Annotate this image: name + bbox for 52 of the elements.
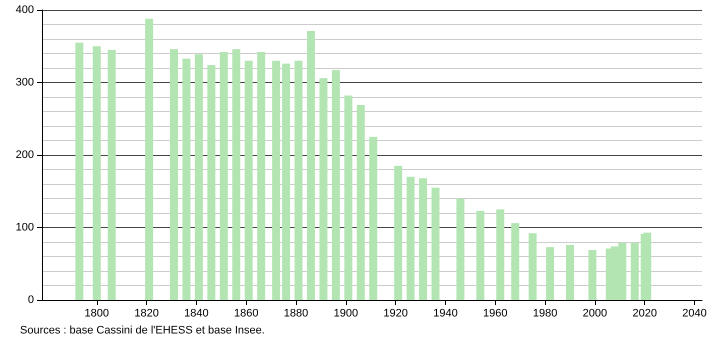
- bar: [456, 198, 464, 300]
- y-tick-label: 400: [16, 4, 34, 16]
- bar: [406, 176, 415, 300]
- x-tick-label: 1860: [234, 308, 258, 320]
- bar: [272, 60, 280, 300]
- bar: [546, 247, 554, 300]
- x-tick-label: 1980: [532, 308, 558, 320]
- bar: [194, 54, 203, 300]
- x-tick-label: 1880: [284, 308, 308, 320]
- x-tick-label: 1960: [483, 308, 508, 320]
- x-tick-label: 1820: [134, 308, 159, 320]
- bar: [170, 49, 178, 300]
- bar: [394, 166, 402, 300]
- x-tick-label: 1800: [84, 308, 110, 320]
- bar: [588, 250, 596, 300]
- bar: [182, 58, 190, 300]
- y-tick-label: 100: [16, 222, 34, 234]
- x-tick-label: 1900: [334, 308, 358, 320]
- y-tick-label: 300: [16, 76, 34, 88]
- bar: [528, 233, 537, 300]
- bar: [476, 210, 484, 300]
- bar: [344, 96, 352, 300]
- bar: [319, 78, 328, 300]
- bar: [207, 65, 216, 300]
- x-tick-label: 1840: [184, 308, 209, 320]
- bar: [108, 50, 116, 300]
- x-tick-label: 2040: [682, 308, 707, 320]
- x-tick-label: 1920: [383, 308, 408, 320]
- bar: [432, 188, 440, 300]
- bar: [257, 52, 266, 300]
- bar: [566, 244, 574, 300]
- y-tick-label: 0: [28, 294, 34, 306]
- bar: [419, 178, 428, 300]
- bar: [306, 31, 315, 300]
- x-tick-label: 1940: [433, 308, 458, 320]
- bar: [282, 64, 290, 300]
- bar: [356, 104, 365, 300]
- x-tick-label: 2020: [632, 308, 657, 320]
- source-note: Sources : base Cassini de l'EHESS et base Insee.: [20, 324, 265, 336]
- bar: [496, 209, 504, 300]
- bar: [332, 70, 340, 300]
- bar: [244, 60, 253, 300]
- bar: [75, 42, 84, 300]
- bar: [511, 223, 520, 300]
- bar: [232, 49, 240, 300]
- bar: [92, 46, 101, 300]
- bar: [294, 60, 303, 300]
- y-tick-label: 200: [16, 149, 34, 161]
- bar: [369, 136, 378, 300]
- bar: [145, 18, 154, 300]
- bar: [220, 52, 228, 300]
- x-tick-label: 2000: [582, 308, 608, 320]
